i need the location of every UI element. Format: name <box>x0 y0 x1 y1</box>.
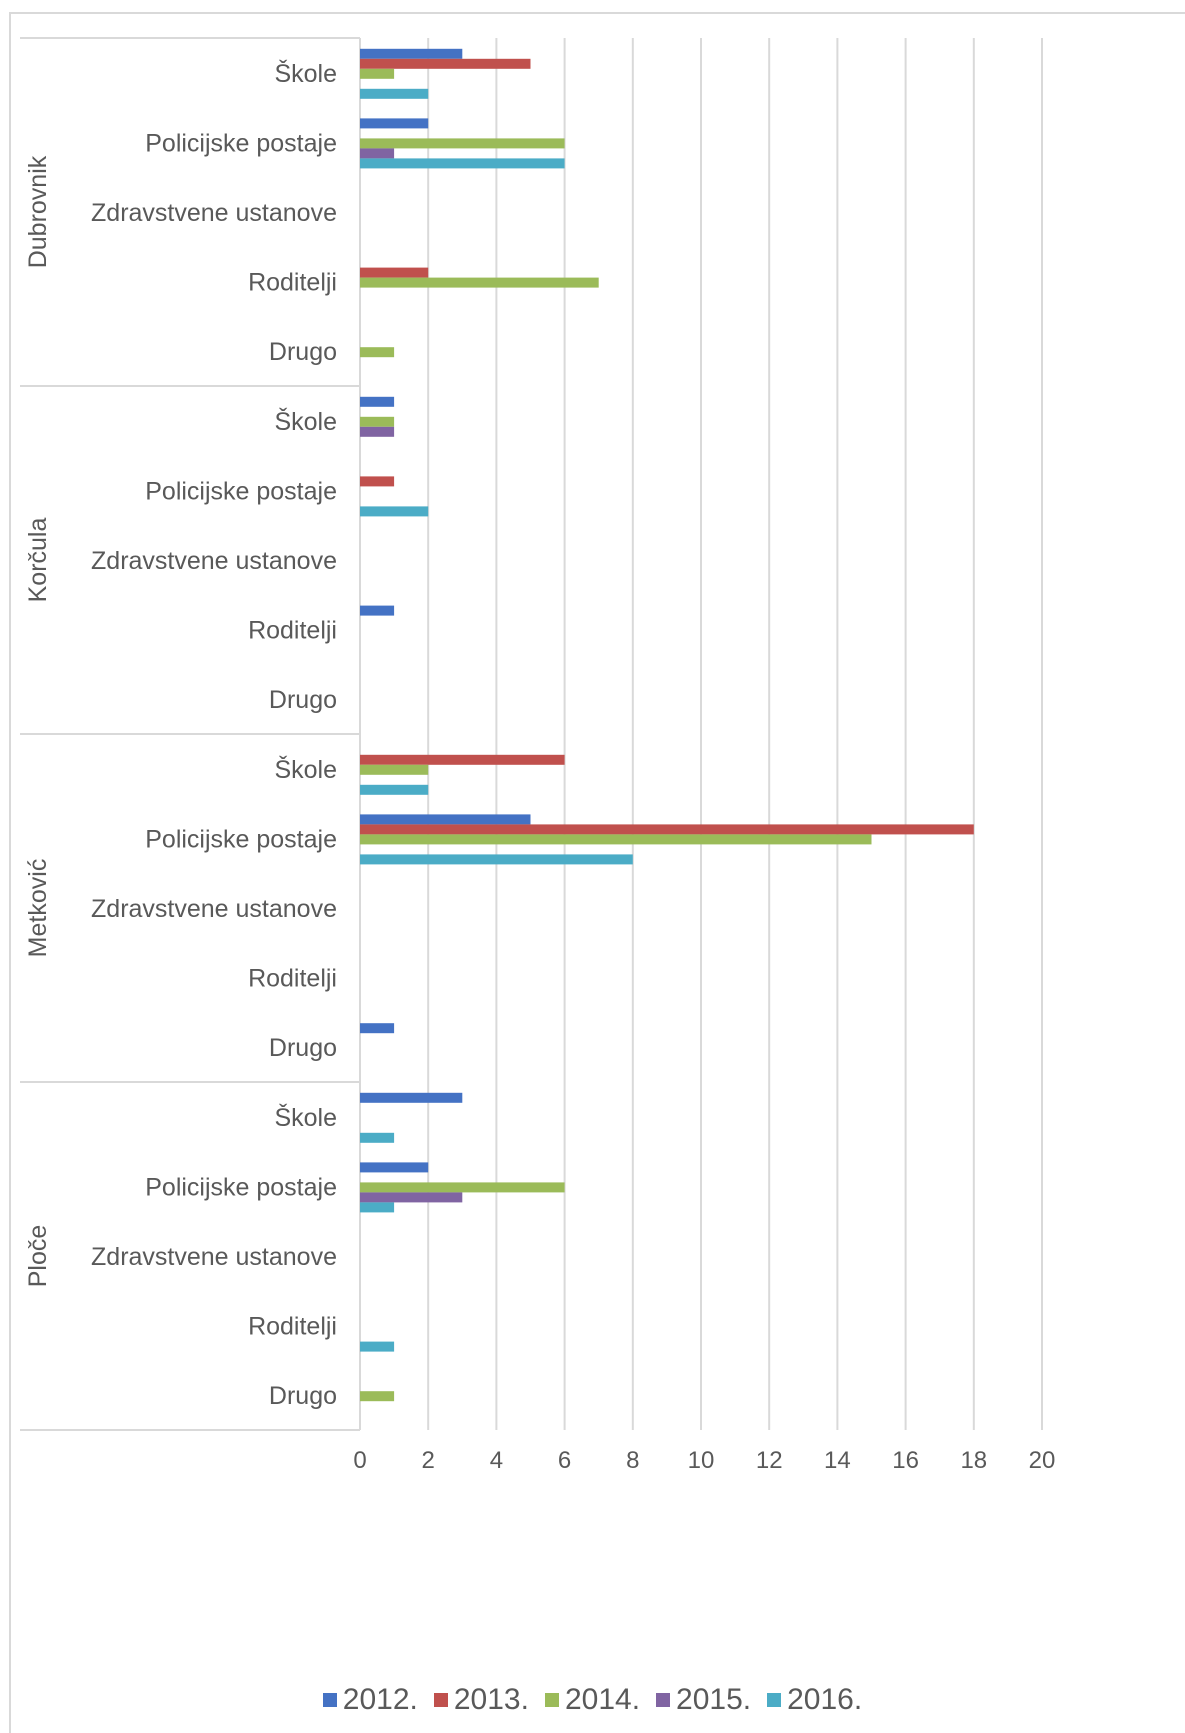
category-label: Zdravstvene ustanove <box>91 547 337 575</box>
category-label: Policijske postaje <box>145 129 337 157</box>
bar <box>360 1023 395 1034</box>
category-axis: Dubrovnik Škole Policijske postaje Zdravstv… <box>20 37 361 1431</box>
category-label: Zdravstvene ustanove <box>91 895 337 923</box>
legend-label: 2016. <box>787 1683 863 1716</box>
bar <box>360 88 429 99</box>
bar <box>360 1092 463 1103</box>
bar <box>360 1132 395 1143</box>
category-label: Policijske postaje <box>145 477 337 505</box>
bar <box>360 426 395 437</box>
category-label: Škole <box>274 407 337 436</box>
category-label: Škole <box>274 755 337 784</box>
x-tick-label: 2 <box>422 1447 435 1474</box>
category-label: Drugo <box>269 1034 337 1062</box>
gridlines <box>427 38 1043 1430</box>
bar <box>360 854 633 865</box>
legend-label: 2015. <box>676 1683 752 1716</box>
category-label: Drugo <box>269 1382 337 1410</box>
legend-swatch <box>433 1693 448 1707</box>
legend-item: 2014. <box>544 1683 641 1717</box>
bar <box>360 267 429 278</box>
bar <box>360 764 429 775</box>
category-label: Policijske postaje <box>145 1173 337 1201</box>
x-axis-ticks: 0 2 4 6 8 10 12 14 16 18 20 <box>353 1447 1055 1474</box>
group-label: Dubrovnik <box>24 155 52 268</box>
category-label: Roditelji <box>248 617 337 645</box>
bar <box>360 48 463 59</box>
legend-swatch <box>544 1693 559 1707</box>
bar <box>360 1162 429 1173</box>
x-tick-label: 12 <box>756 1447 783 1474</box>
x-tick-label: 0 <box>353 1447 366 1474</box>
group-label: Metković <box>24 859 52 958</box>
bar <box>360 506 429 517</box>
category-label: Drugo <box>269 686 337 714</box>
legend-item: 2012. <box>322 1683 418 1717</box>
bar <box>360 277 599 288</box>
legend-label: 2013. <box>453 1683 529 1716</box>
bar <box>360 834 872 845</box>
bar <box>360 416 395 427</box>
legend-item: 2016. <box>767 1683 862 1717</box>
bar <box>360 814 531 825</box>
category-label: Policijske postaje <box>145 825 337 853</box>
legend-label: 2012. <box>342 1683 418 1716</box>
category-label: Roditelji <box>248 269 337 297</box>
bar <box>360 1391 395 1402</box>
bar <box>360 58 531 69</box>
x-tick-label: 14 <box>824 1447 851 1474</box>
x-tick-label: 18 <box>960 1447 987 1474</box>
x-tick-label: 6 <box>558 1447 571 1474</box>
legend-swatch <box>322 1693 337 1707</box>
bar <box>360 396 395 407</box>
bar <box>360 118 429 129</box>
bar <box>360 1192 463 1203</box>
category-label: Roditelji <box>248 1313 337 1341</box>
bar <box>360 605 395 616</box>
bar <box>360 476 395 487</box>
bar <box>360 824 974 835</box>
bar <box>360 1341 395 1352</box>
x-tick-label: 8 <box>626 1447 639 1474</box>
chart-frame <box>9 12 1185 1733</box>
bar <box>360 754 565 765</box>
bar <box>360 158 565 169</box>
legend-label: 2014. <box>564 1683 641 1716</box>
bar <box>360 148 395 159</box>
legend-swatch <box>767 1693 782 1707</box>
legend: 2012. 2013. 2014. 2015. 2016. <box>0 1680 1185 1720</box>
category-label: Zdravstvene ustanove <box>91 199 337 227</box>
legend-item: 2015. <box>656 1683 751 1717</box>
bar <box>360 347 395 358</box>
legend-item: 2013. <box>433 1683 529 1717</box>
bar <box>360 68 395 79</box>
group-label: Korčula <box>24 518 52 603</box>
x-tick-label: 10 <box>688 1447 715 1474</box>
group-label: Ploče <box>24 1225 52 1288</box>
bar <box>360 138 565 149</box>
category-label: Drugo <box>269 338 337 366</box>
legend-swatch <box>656 1693 671 1707</box>
category-label: Škole <box>274 1103 337 1132</box>
bar <box>360 784 429 795</box>
category-label: Zdravstvene ustanove <box>91 1243 337 1271</box>
bars <box>360 48 974 1402</box>
x-tick-label: 4 <box>490 1447 503 1474</box>
category-label: Škole <box>274 59 337 88</box>
x-tick-label: 16 <box>892 1447 919 1474</box>
bar <box>360 1182 565 1193</box>
category-label: Roditelji <box>248 965 337 993</box>
bar <box>360 1202 395 1213</box>
x-tick-label: 20 <box>1029 1447 1056 1474</box>
